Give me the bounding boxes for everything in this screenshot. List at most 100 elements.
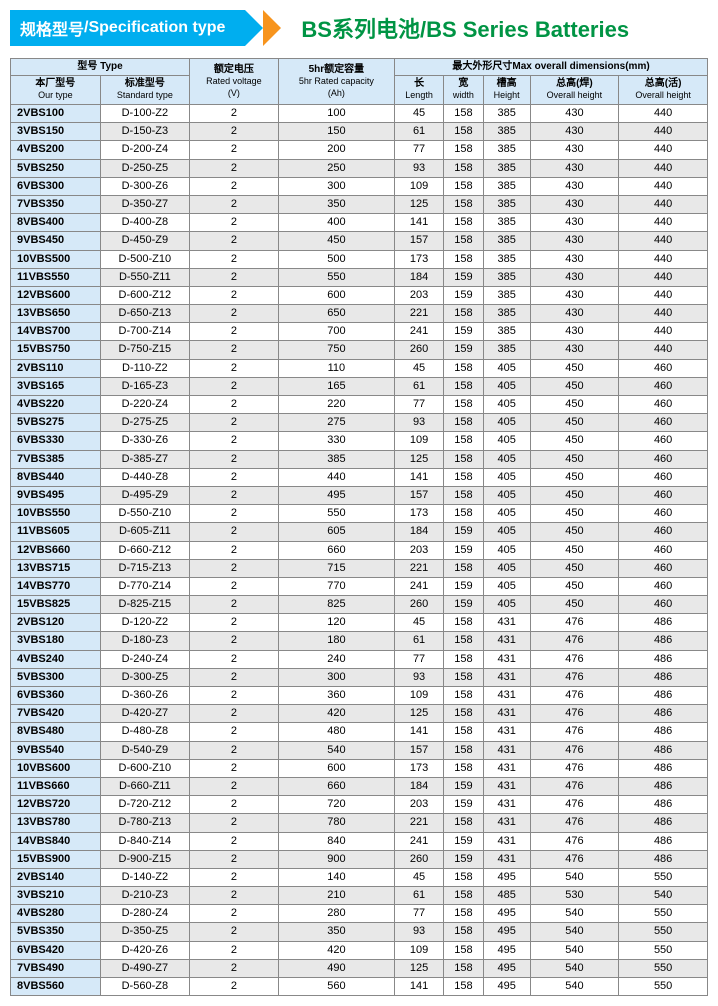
table-cell: 550 (619, 868, 708, 886)
table-cell: 241 (395, 323, 444, 341)
table-cell: 203 (395, 541, 444, 559)
table-cell: 600 (278, 759, 394, 777)
table-cell: 2 (190, 396, 279, 414)
table-cell: 12VBS720 (11, 796, 101, 814)
table-cell: D-385-Z7 (100, 450, 189, 468)
table-cell: 770 (278, 577, 394, 595)
table-cell: 158 (444, 305, 484, 323)
table-cell: 184 (395, 777, 444, 795)
table-cell: 2VBS120 (11, 614, 101, 632)
page-title: BS系列电池/BS Series Batteries (301, 12, 629, 44)
table-cell: 3VBS150 (11, 123, 101, 141)
table-row: 12VBS600D-600-Z122600203159385430440 (11, 286, 708, 304)
table-cell: 158 (444, 432, 484, 450)
table-cell: 10VBS500 (11, 250, 101, 268)
table-cell: D-350-Z5 (100, 923, 189, 941)
table-cell: 405 (483, 523, 530, 541)
table-cell: D-275-Z5 (100, 414, 189, 432)
table-cell: 460 (619, 359, 708, 377)
arrow-icon (263, 10, 281, 46)
table-cell: 173 (395, 759, 444, 777)
table-cell: 476 (530, 650, 619, 668)
table-cell: 150 (278, 123, 394, 141)
table-row: 7VBS385D-385-Z72385125158405450460 (11, 450, 708, 468)
table-cell: 550 (619, 905, 708, 923)
table-cell: 13VBS715 (11, 559, 101, 577)
table-cell: 450 (530, 523, 619, 541)
table-cell: 158 (444, 668, 484, 686)
table-cell: 431 (483, 668, 530, 686)
table-cell: 385 (483, 323, 530, 341)
table-cell: 14VBS770 (11, 577, 101, 595)
table-cell: 200 (278, 141, 394, 159)
table-cell: 6VBS330 (11, 432, 101, 450)
table-row: 5VBS250D-250-Z5225093158385430440 (11, 159, 708, 177)
table-cell: 405 (483, 450, 530, 468)
table-cell: 440 (619, 159, 708, 177)
col-capacity: 5hr额定容量5hr Rated capacity(Ah) (278, 59, 394, 105)
table-cell: 173 (395, 505, 444, 523)
table-cell: D-605-Z11 (100, 523, 189, 541)
table-row: 3VBS180D-180-Z3218061158431476486 (11, 632, 708, 650)
table-cell: D-550-Z11 (100, 268, 189, 286)
table-cell: 476 (530, 614, 619, 632)
table-row: 7VBS490D-490-Z72490125158495540550 (11, 959, 708, 977)
table-cell: 486 (619, 814, 708, 832)
table-cell: 430 (530, 177, 619, 195)
table-cell: 350 (278, 923, 394, 941)
table-cell: D-330-Z6 (100, 432, 189, 450)
table-cell: D-490-Z7 (100, 959, 189, 977)
table-cell: 2 (190, 577, 279, 595)
title-cn: BS系列电池 (301, 17, 420, 42)
table-cell: 476 (530, 832, 619, 850)
title-en: BS Series Batteries (426, 17, 629, 42)
table-cell: 14VBS700 (11, 323, 101, 341)
table-cell: 6VBS300 (11, 177, 101, 195)
table-cell: 405 (483, 468, 530, 486)
table-cell: D-300-Z6 (100, 177, 189, 195)
table-cell: 385 (278, 450, 394, 468)
table-cell: D-180-Z3 (100, 632, 189, 650)
table-cell: 13VBS780 (11, 814, 101, 832)
table-cell: 750 (278, 341, 394, 359)
table-cell: 2 (190, 978, 279, 996)
table-cell: 2 (190, 814, 279, 832)
table-cell: 430 (530, 305, 619, 323)
table-cell: 460 (619, 414, 708, 432)
table-cell: 450 (530, 577, 619, 595)
table-cell: 431 (483, 796, 530, 814)
table-cell: 540 (530, 978, 619, 996)
table-cell: 158 (444, 559, 484, 577)
table-cell: 109 (395, 177, 444, 195)
table-cell: D-140-Z2 (100, 868, 189, 886)
table-cell: 780 (278, 814, 394, 832)
table-cell: 430 (530, 195, 619, 213)
table-cell: 440 (619, 141, 708, 159)
table-cell: 360 (278, 687, 394, 705)
table-cell: D-550-Z10 (100, 505, 189, 523)
table-cell: 93 (395, 668, 444, 686)
table-cell: 10VBS550 (11, 505, 101, 523)
table-cell: 120 (278, 614, 394, 632)
table-cell: 300 (278, 668, 394, 686)
table-cell: 9VBS450 (11, 232, 101, 250)
spec-table: 型号 Type 额定电压Rated voltage(V) 5hr额定容量5hr … (10, 58, 708, 996)
table-cell: 2 (190, 159, 279, 177)
table-cell: 2 (190, 268, 279, 286)
table-cell: 486 (619, 687, 708, 705)
table-cell: 159 (444, 596, 484, 614)
table-cell: 12VBS660 (11, 541, 101, 559)
table-cell: 540 (530, 941, 619, 959)
table-cell: 385 (483, 123, 530, 141)
table-cell: 159 (444, 777, 484, 795)
table-cell: 450 (530, 541, 619, 559)
table-cell: 2VBS100 (11, 105, 101, 123)
table-cell: 7VBS385 (11, 450, 101, 468)
col-dimensions: 最大外形尺寸Max overall dimensions(mm) (395, 59, 708, 76)
table-cell: 430 (530, 232, 619, 250)
table-cell: 158 (444, 978, 484, 996)
table-cell: 125 (395, 705, 444, 723)
table-cell: 2 (190, 687, 279, 705)
table-cell: 61 (395, 377, 444, 395)
table-cell: 495 (483, 905, 530, 923)
